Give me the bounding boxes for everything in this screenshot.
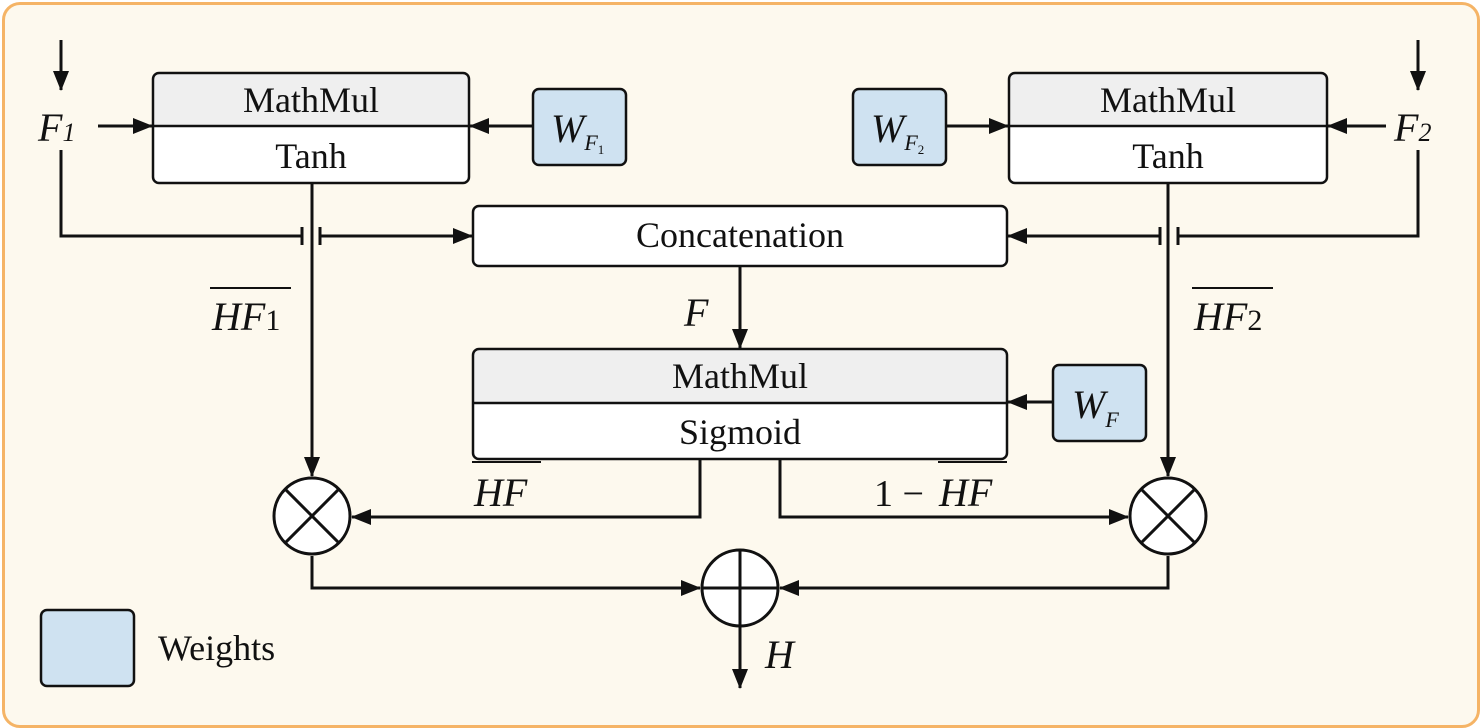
connectors: [53, 40, 1426, 689]
arrow-hf-to-left-multiply: [351, 460, 702, 525]
weight-wf1: WF1: [531, 87, 628, 167]
block-mid-top-label: MathMul: [672, 356, 808, 396]
arrow-one-minus-hf-to-right-multiply: [778, 460, 1129, 525]
legend-label: Weights: [158, 628, 275, 668]
signal-hf2-label: HF2: [1193, 294, 1262, 339]
signal-f-label: F: [683, 290, 709, 335]
add-operator: [700, 548, 780, 628]
arrow-left-multiply-to-add: [310, 556, 701, 596]
weight-wf: WF: [1051, 363, 1148, 443]
signal-hf: HF: [472, 461, 541, 515]
input-f2-label: F2: [1393, 105, 1431, 150]
block-concatenation: Concatenation: [471, 204, 1009, 268]
multiply-left-cross-b: [284, 488, 340, 544]
weight-wf-box: [1051, 363, 1148, 443]
block-mid-header-fill: [474, 350, 1006, 402]
weight-wf2-box: [851, 87, 948, 167]
block-right-mathmul-tanh: MathMul Tanh: [1007, 71, 1329, 185]
block-right-header-fill: [1010, 74, 1326, 126]
signal-one-minus-hf-label: HF: [938, 470, 993, 515]
legend: Weights: [39, 608, 275, 688]
block-right-top-label: MathMul: [1100, 80, 1236, 120]
signal-hf-label: HF: [473, 470, 528, 515]
weight-wf2: WF2: [851, 87, 948, 167]
line-f2-to-concat: [1178, 150, 1420, 238]
signal-hf1: HF1: [210, 287, 291, 339]
line-f1-to-concat: [59, 150, 302, 238]
signal-one-minus-prefix: 1 −: [874, 473, 924, 515]
input-f1-label: F1: [37, 105, 75, 150]
block-mid-mathmul-sigmoid: MathMul Sigmoid: [471, 347, 1009, 461]
block-left-mathmul-tanh: MathMul Tanh: [151, 71, 471, 185]
block-right-bottom-label: Tanh: [1132, 136, 1203, 176]
multiply-operator-right: [1128, 476, 1208, 556]
weight-wf-label: WF: [1072, 382, 1119, 432]
signal-hf2: HF2: [1192, 287, 1273, 339]
concat-label: Concatenation: [636, 215, 844, 255]
block-left-header-fill: [154, 74, 468, 126]
legend-swatch: [39, 608, 136, 688]
signal-hf1-label: HF1: [211, 294, 280, 339]
multiply-right-cross-b: [1140, 488, 1196, 544]
arrow-right-multiply-to-add: [779, 556, 1170, 596]
weight-wf1-label: WF1: [551, 106, 604, 157]
multiply-operator-left: [272, 476, 352, 556]
concat-outline: [471, 204, 1009, 268]
output-h-label: H: [764, 632, 796, 677]
block-mid-bottom-label: Sigmoid: [679, 412, 801, 452]
weight-wf1-box: [531, 87, 628, 167]
block-left-top-label: MathMul: [243, 80, 379, 120]
weight-wf2-label: WF2: [871, 106, 924, 157]
block-left-bottom-label: Tanh: [275, 136, 346, 176]
signal-one-minus-hf: 1 − HF: [874, 461, 1007, 515]
